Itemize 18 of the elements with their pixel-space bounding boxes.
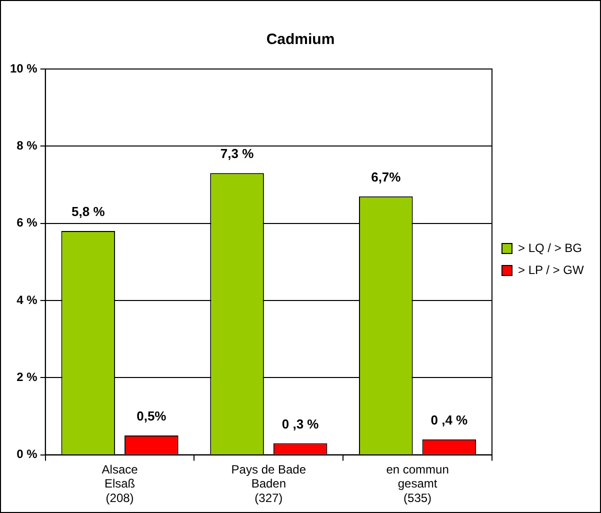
data-label: 5,8 % — [72, 204, 106, 220]
legend-label: > LQ / > BG — [518, 240, 582, 255]
legend-label: > LP / > GW — [518, 262, 584, 277]
y-tick-label: 0 % — [16, 447, 38, 462]
x-tick-label: en commun gesamt (535) — [386, 462, 449, 506]
x-tick-label: Alsace Elsaß (208) — [102, 462, 138, 506]
y-tick-label: 2 % — [16, 370, 38, 384]
data-label: 6,7% — [371, 169, 402, 184]
data-label: 0,5% — [136, 408, 167, 424]
x-tick-label: Pays de Bade Baden (327) — [231, 462, 306, 506]
data-label: 0 ,3 % — [282, 416, 320, 432]
y-tick-label: 8 % — [16, 138, 38, 152]
data-label: 7,3 % — [220, 146, 254, 162]
y-tick-label: 6 % — [16, 216, 38, 230]
data-label: 0 ,4 % — [430, 412, 468, 428]
y-tick-label: 10 % — [10, 61, 38, 76]
chart-title: Cadmium — [266, 31, 335, 48]
y-tick-label: 4 % — [16, 292, 38, 307]
